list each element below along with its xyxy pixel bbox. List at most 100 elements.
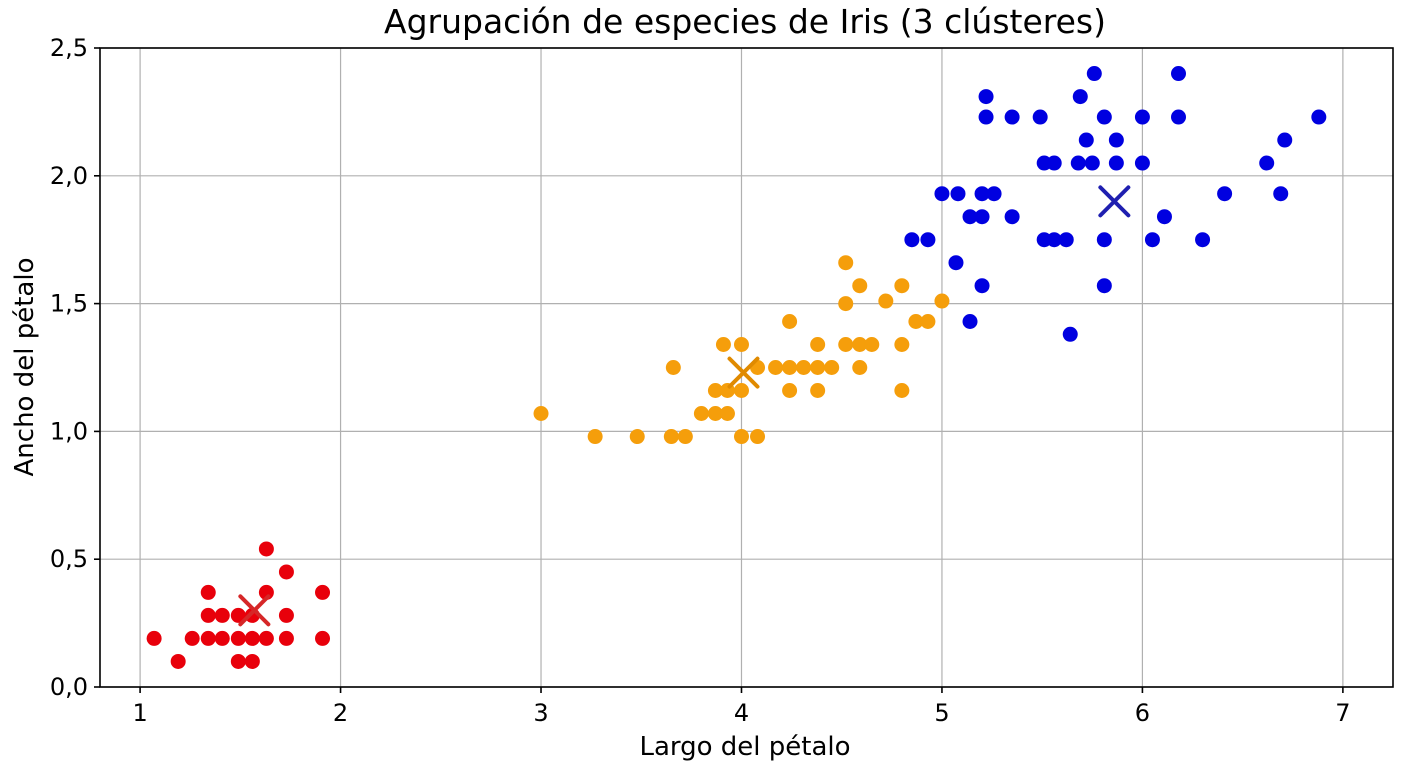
centroid-marker — [238, 594, 271, 627]
data-point — [258, 630, 274, 646]
data-point — [962, 209, 978, 225]
data-point — [1086, 66, 1102, 82]
data-point — [1311, 109, 1327, 125]
data-point — [782, 360, 798, 375]
data-point — [1171, 66, 1187, 82]
data-point — [715, 336, 731, 352]
data-point — [629, 429, 645, 445]
x-tick-label: 5 — [934, 699, 949, 727]
data-point — [278, 630, 294, 646]
data-point — [244, 653, 260, 669]
data-point — [665, 360, 681, 375]
data-point — [986, 186, 1002, 202]
data-point — [230, 607, 246, 623]
data-point — [200, 630, 216, 646]
data-point — [920, 313, 936, 329]
y-axis-label: Ancho del pétalo — [10, 258, 40, 477]
data-point — [315, 584, 331, 600]
data-point — [214, 630, 230, 646]
data-point — [1096, 232, 1112, 248]
data-point — [894, 336, 910, 352]
data-point — [719, 406, 735, 422]
data-point — [904, 232, 920, 248]
data-point — [1072, 89, 1088, 105]
data-point — [1259, 155, 1275, 171]
x-tick-label: 1 — [132, 699, 147, 727]
x-axis-label: Largo del pétalo — [639, 732, 850, 762]
data-point — [244, 630, 260, 646]
data-point — [533, 406, 549, 422]
data-point — [894, 278, 910, 294]
data-points — [146, 66, 1327, 669]
data-point — [852, 278, 868, 294]
data-point — [200, 584, 216, 600]
axis-ticks: 1 2 3 4 5 6 7 0,0 0,5 1,0 1,5 2,0 2,5 — [50, 34, 1351, 727]
data-point — [838, 336, 854, 352]
data-point — [733, 383, 749, 399]
data-point — [1084, 155, 1100, 171]
data-point — [214, 607, 230, 623]
data-point — [663, 429, 679, 445]
centroid-stroke — [1098, 185, 1131, 218]
data-point — [1195, 232, 1211, 248]
data-point — [920, 232, 936, 248]
data-point — [184, 630, 200, 646]
data-point — [677, 429, 693, 445]
data-point — [1156, 209, 1172, 225]
centroid-marker — [727, 356, 760, 389]
data-point — [170, 653, 186, 669]
data-point — [864, 336, 880, 352]
data-point — [824, 360, 840, 375]
data-point — [1134, 155, 1150, 171]
data-point — [838, 296, 854, 312]
data-point — [974, 278, 990, 294]
data-point — [1108, 155, 1124, 171]
x-tick-label: 4 — [734, 699, 749, 727]
data-point — [908, 313, 924, 329]
data-point — [1046, 155, 1062, 171]
data-point — [1078, 132, 1094, 148]
data-point — [796, 360, 812, 375]
data-point — [278, 564, 294, 580]
data-point — [810, 336, 826, 352]
data-point — [894, 383, 910, 399]
data-point — [1273, 186, 1289, 202]
data-point — [810, 383, 826, 399]
data-point — [200, 607, 216, 623]
data-point — [978, 109, 994, 125]
data-point — [733, 429, 749, 445]
centroid-markers — [238, 185, 1131, 627]
data-point — [974, 186, 990, 202]
data-point — [1004, 109, 1020, 125]
chart-title: Agrupación de especies de Iris (3 clúste… — [384, 2, 1106, 41]
data-point — [750, 429, 766, 445]
data-point — [258, 541, 274, 557]
centroid-marker — [1098, 185, 1131, 218]
data-point — [1004, 209, 1020, 225]
data-point — [974, 209, 990, 225]
data-point — [1070, 155, 1086, 171]
data-point — [693, 406, 709, 422]
data-point — [1144, 232, 1160, 248]
data-point — [1217, 186, 1233, 202]
data-point — [1108, 132, 1124, 148]
data-point — [315, 630, 331, 646]
x-tick-label: 7 — [1335, 699, 1350, 727]
data-point — [948, 255, 964, 271]
x-tick-label: 6 — [1135, 699, 1150, 727]
y-tick-label: 1,0 — [50, 417, 88, 445]
data-point — [230, 630, 246, 646]
data-point — [1032, 109, 1048, 125]
x-tick-label: 2 — [333, 699, 348, 727]
data-point — [962, 313, 978, 329]
centroid-stroke — [727, 356, 760, 389]
data-point — [1096, 109, 1112, 125]
data-point — [782, 383, 798, 399]
data-point — [852, 360, 868, 375]
data-point — [978, 89, 994, 105]
data-point — [878, 293, 894, 309]
data-point — [278, 607, 294, 623]
data-point — [852, 336, 868, 352]
y-tick-label: 2,0 — [50, 162, 88, 190]
data-point — [1171, 109, 1187, 125]
